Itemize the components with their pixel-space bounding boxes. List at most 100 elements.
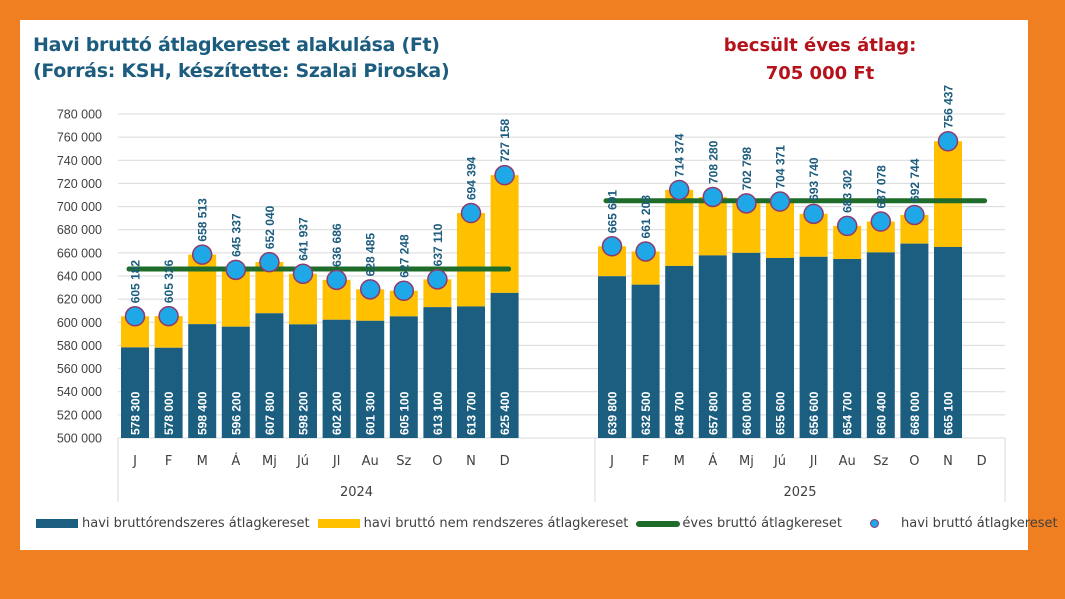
regular-value-label: 648 700 <box>673 391 687 435</box>
bar-regular <box>322 319 351 438</box>
bar-regular <box>732 252 761 438</box>
regular-value-label: 613 100 <box>431 391 445 435</box>
regular-value-label: 598 400 <box>196 391 210 435</box>
year-group-label: 2025 <box>783 485 816 500</box>
bar-regular <box>356 320 385 438</box>
y-tick-label: 580 000 <box>57 339 102 353</box>
y-tick-label: 680 000 <box>57 223 102 237</box>
monthly-total-marker <box>736 193 757 214</box>
bar-regular <box>665 265 694 438</box>
bar-regular <box>121 347 149 438</box>
monthly-total-marker <box>158 305 179 327</box>
x-tick-label: J <box>132 454 137 469</box>
monthly-total-marker <box>460 202 482 224</box>
x-tick-label: J <box>609 454 614 469</box>
estimate-annotation: becsült éves átlag: 705 000 Ft <box>700 32 940 88</box>
total-value-label: 692 744 <box>908 158 922 202</box>
regular-value-label: 654 700 <box>841 391 855 435</box>
regular-value-label: 596 200 <box>229 391 243 435</box>
total-value-label: 637 110 <box>431 223 445 266</box>
total-value-label: 641 937 <box>297 217 311 261</box>
bar-regular <box>490 292 519 438</box>
chart-title-line: Havi bruttó átlagkereset alakulása (Ft) <box>33 34 440 56</box>
total-value-label: 727 158 <box>498 118 512 162</box>
bar-irregular <box>188 254 217 325</box>
monthly-total-marker <box>359 279 381 300</box>
regular-value-label: 668 000 <box>908 391 922 435</box>
bar-regular <box>833 258 862 438</box>
x-tick-label: M <box>197 454 208 469</box>
total-value-label: 708 280 <box>706 140 720 184</box>
total-value-label: 645 337 <box>229 213 243 257</box>
monthly-total-marker <box>427 269 448 290</box>
x-tick-label: Au <box>839 454 856 469</box>
x-tick-label: D <box>977 454 987 469</box>
bar-regular <box>799 256 828 438</box>
x-tick-label: O <box>909 454 919 469</box>
regular-value-label: 660 400 <box>874 391 888 435</box>
monthly-total-marker <box>803 203 824 225</box>
x-tick-label: Jú <box>773 454 786 469</box>
chart-title: Havi bruttó átlagkereset alakulása (Ft) … <box>33 32 450 84</box>
bar-irregular <box>490 175 519 293</box>
x-tick-label: Sz <box>396 454 411 469</box>
regular-value-label: 578 000 <box>162 391 176 435</box>
y-tick-label: 760 000 <box>57 131 102 145</box>
bar-regular <box>457 306 485 438</box>
regular-value-label: 578 300 <box>129 391 143 435</box>
year-group-label: 2024 <box>340 485 373 500</box>
x-tick-label: N <box>943 454 953 469</box>
y-tick-label: 620 000 <box>57 293 102 307</box>
chart-subtitle-line: (Forrás: KSH, készítette: Szalai Piroska… <box>33 60 450 82</box>
regular-value-label: 632 500 <box>639 391 653 435</box>
legend-item-annual: éves bruttó átlagkereset <box>636 516 842 531</box>
total-value-label: 702 798 <box>740 147 754 191</box>
y-tick-label: 560 000 <box>57 362 102 376</box>
monthly-total-marker <box>393 280 415 302</box>
x-tick-label: Sz <box>873 454 888 469</box>
bar-regular <box>389 316 418 438</box>
x-tick-label: N <box>466 454 476 469</box>
monthly-total-marker <box>635 241 656 262</box>
x-tick-label: Á <box>231 453 240 469</box>
monthly-total-marker <box>702 186 724 208</box>
bar-regular <box>934 246 962 438</box>
total-value-label: 694 394 <box>465 156 479 200</box>
monthly-total-marker <box>769 191 791 212</box>
y-tick-label: 500 000 <box>57 432 102 446</box>
x-tick-label: D <box>500 454 510 469</box>
legend-item-monthly-total: havi bruttó átlagkereset <box>850 516 1058 531</box>
bar-regular <box>631 284 660 438</box>
bar-irregular <box>934 141 962 247</box>
legend-label-monthly-total: havi bruttó átlagkereset <box>901 516 1058 531</box>
legend-item-regular: havi bruttórendszeres átlagkereset <box>36 516 310 531</box>
legend-swatch-annual-line <box>636 520 681 527</box>
legend-swatch-irregular <box>317 519 360 528</box>
total-value-label: 714 374 <box>673 133 687 177</box>
total-value-label: 658 513 <box>196 198 210 242</box>
monthly-total-marker <box>191 244 213 265</box>
x-tick-label: Jl <box>332 454 340 469</box>
regular-value-label: 656 600 <box>807 391 821 435</box>
regular-value-label: 602 200 <box>330 391 344 435</box>
total-value-label: 704 371 <box>774 145 788 189</box>
monthly-total-marker <box>225 259 247 281</box>
bar-regular <box>154 347 183 438</box>
regular-value-label: 598 200 <box>297 391 311 435</box>
total-value-label: 636 686 <box>330 223 344 267</box>
monthly-total-marker <box>292 263 314 285</box>
bar-regular <box>188 324 217 438</box>
x-tick-label: F <box>642 454 649 469</box>
legend-label-annual: éves bruttó átlagkereset <box>682 516 842 531</box>
regular-value-label: 605 100 <box>397 391 411 435</box>
bar-regular <box>900 243 929 438</box>
regular-value-label: 613 700 <box>465 391 479 435</box>
y-tick-label: 600 000 <box>57 316 102 330</box>
regular-value-label: 639 800 <box>606 391 620 435</box>
regular-value-label: 607 800 <box>263 391 277 435</box>
bar-regular <box>766 257 794 438</box>
year-group-2025: J 639 800 F 632 500 M 648 700 Á 657 800 Mj 660 00… <box>598 85 988 500</box>
y-tick-label: 540 000 <box>57 385 102 399</box>
x-tick-label: Mj <box>739 454 754 469</box>
